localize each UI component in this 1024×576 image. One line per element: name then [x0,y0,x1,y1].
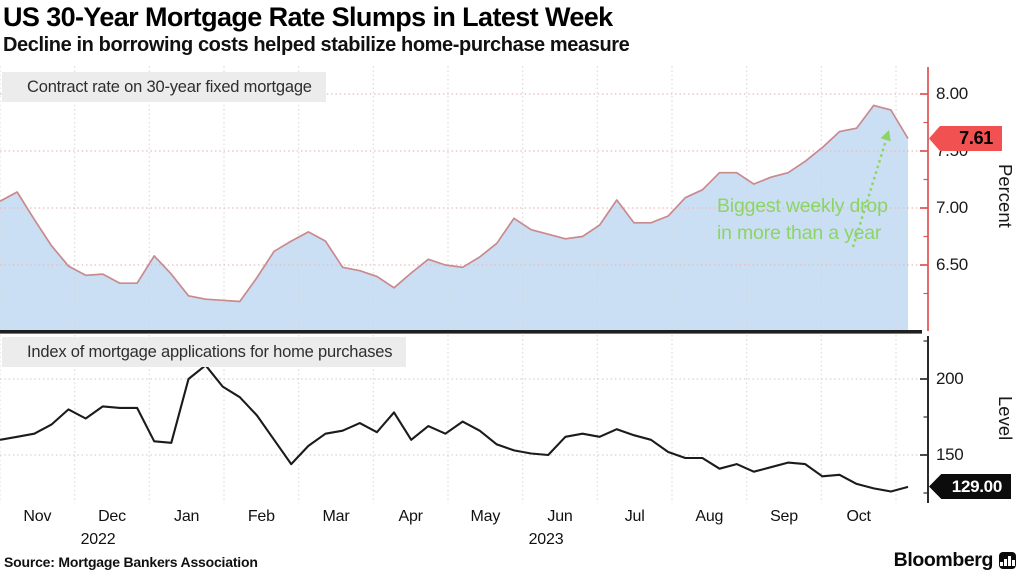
rate-area-fill [0,105,908,332]
annotation-arrowhead-icon [880,130,891,142]
x-axis-year-label: 2022 [80,531,116,548]
legend-index: Index of mortgage applications for home … [2,337,407,367]
x-axis-month-label: Aug [695,508,724,525]
index-line [0,364,909,493]
page-subtitle: Decline in borrowing costs helped stabil… [3,34,630,56]
y-axis-label: 150 [936,445,964,464]
bloomberg-wordmark: Bloomberg [893,549,994,571]
red-square-icon [9,82,20,93]
x-axis-month-label: Jun [547,508,573,525]
y-axis-label: 6.50 [936,255,968,274]
y-axis-label: 8.00 [936,84,968,103]
y-axis-title-level: Level [995,396,1016,441]
rate-line [0,104,909,303]
x-axis-month-label: May [470,508,501,525]
page-title: US 30-Year Mortgage Rate Slumps in Lates… [3,2,613,32]
x-axis-month-label: Jan [174,508,200,525]
panel-divider [0,330,922,334]
bar-chart-icon [999,552,1016,569]
y-axis-label: 7.00 [936,198,968,217]
x-axis-month-label: Sep [770,508,798,525]
x-axis-year-label: 2023 [528,531,564,548]
black-square-icon [9,347,20,358]
legend-index-label: Index of mortgage applications for home … [27,342,393,361]
x-axis-month-label: Feb [247,508,275,525]
last-value-badge-rate: 7.61 [929,126,1002,151]
legend-rate: Contract rate on 30-year fixed mortgage [2,72,326,102]
annotation-line-1: Biggest weekly drop [717,195,888,217]
x-axis-month-label: Mar [322,508,350,525]
annotation-arrow [851,136,889,248]
legend-rate-label: Contract rate on 30-year fixed mortgage [27,77,312,96]
x-axis-month-label: Dec [98,508,126,525]
x-axis-month-label: Oct [846,508,871,525]
bloomberg-logo: Bloomberg [894,549,1016,572]
x-axis-month-label: Nov [23,508,52,525]
annotation-biggest-weekly-drop: Biggest weekly drop in more than a year [717,193,888,247]
annotation-line-2: in more than a year [717,222,882,244]
source-credit: Source: Mortgage Bankers Association [4,554,258,570]
y-axis-label: 200 [936,369,964,388]
last-value-badge-index: 129.00 [929,474,1011,499]
y-axis-title-percent: Percent [995,164,1016,228]
x-axis-month-label: Jul [624,508,645,525]
x-axis-month-label: Apr [398,508,424,525]
